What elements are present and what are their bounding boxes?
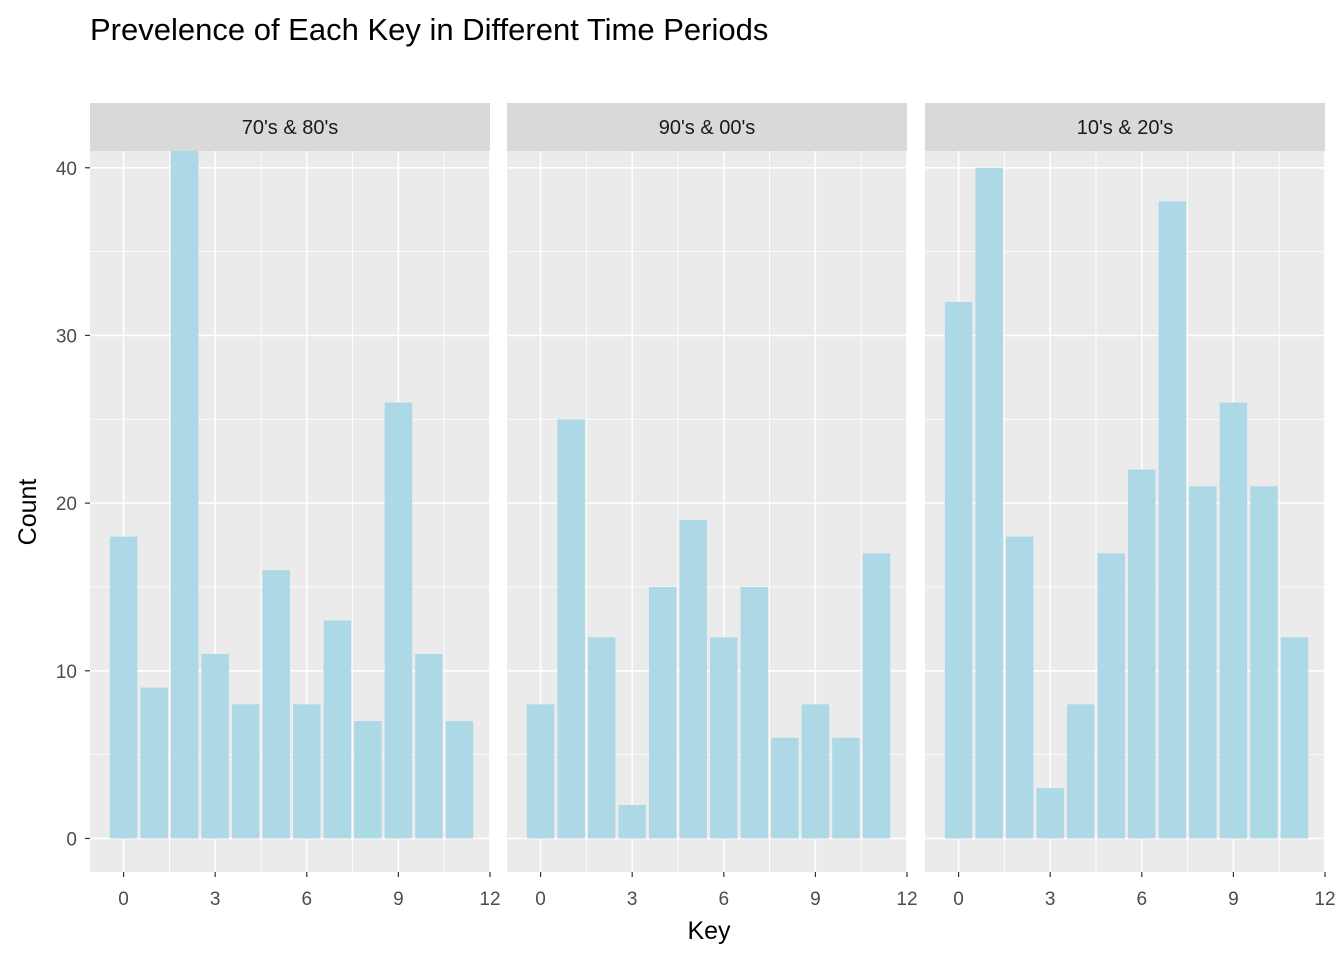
bar (771, 737, 799, 839)
x-tick-label: 9 (1228, 889, 1239, 910)
facet-panel: 10's & 20's 0 3 6 9 12 (925, 103, 1336, 910)
y-tick-label: 30 (56, 326, 77, 347)
bar (1128, 469, 1156, 839)
bar (1280, 637, 1309, 839)
x-tick-label: 12 (479, 889, 500, 910)
x-tick-label: 3 (1045, 889, 1056, 910)
x-tick-label: 3 (627, 889, 638, 910)
x-tick-label: 12 (896, 889, 917, 910)
x-tick-label: 6 (302, 889, 313, 910)
bar (679, 519, 707, 839)
bar (354, 721, 382, 839)
bar (1189, 486, 1217, 839)
x-tick-label: 9 (810, 889, 821, 910)
x-tick-label: 6 (719, 889, 730, 910)
x-tick-label: 6 (1137, 889, 1148, 910)
facet-strip (925, 103, 1325, 151)
x-tick-label: 12 (1314, 889, 1335, 910)
bar (323, 620, 352, 839)
y-tick-label: 20 (56, 494, 77, 515)
bar (1066, 704, 1095, 839)
bar (140, 687, 168, 839)
bar (1219, 402, 1248, 839)
y-tick-label: 10 (56, 662, 77, 683)
bar (1036, 788, 1064, 839)
bar (587, 637, 616, 839)
bar (170, 151, 199, 839)
bar (1097, 553, 1125, 839)
bar (445, 721, 474, 839)
bar (1250, 486, 1278, 839)
bar (415, 654, 443, 839)
bar (862, 553, 891, 839)
bar (944, 301, 973, 839)
y-axis-title: Count (14, 479, 42, 546)
facet-strip-label: 10's & 20's (1077, 117, 1174, 139)
bar (262, 570, 290, 839)
facet-panel: 70's & 80's 0 3 6 9 12 (90, 103, 501, 910)
x-tick-label: 0 (953, 889, 964, 910)
bar (231, 704, 260, 839)
facet-strip (90, 103, 490, 151)
facet-strip-label: 90's & 00's (659, 117, 756, 139)
bar (526, 704, 555, 839)
facet-strip (507, 103, 907, 151)
x-tick-label: 0 (535, 889, 546, 910)
bar (1005, 536, 1034, 839)
bar (832, 737, 860, 839)
bar (293, 704, 321, 839)
x-tick-label: 9 (393, 889, 404, 910)
chart-title: Prevelence of Each Key in Different Time… (90, 12, 768, 47)
bar (710, 637, 738, 839)
bar (1158, 201, 1187, 839)
bar (801, 704, 830, 839)
y-tick-label: 0 (66, 829, 77, 850)
facet-strip-label: 70's & 80's (242, 117, 339, 139)
x-tick-label: 0 (118, 889, 129, 910)
bar (557, 419, 585, 839)
bar (618, 804, 646, 839)
bar (384, 402, 413, 839)
bar (740, 586, 769, 839)
y-axis: 0 10 20 30 40 (56, 159, 90, 850)
x-tick-label: 3 (210, 889, 221, 910)
y-tick-label: 40 (56, 159, 77, 180)
x-axis-title: Key (687, 917, 731, 945)
bar (201, 654, 229, 839)
bar (648, 586, 677, 839)
facet-panel: 90's & 00's 0 3 6 9 12 (507, 103, 918, 910)
bar (109, 536, 138, 839)
bar (975, 167, 1003, 839)
